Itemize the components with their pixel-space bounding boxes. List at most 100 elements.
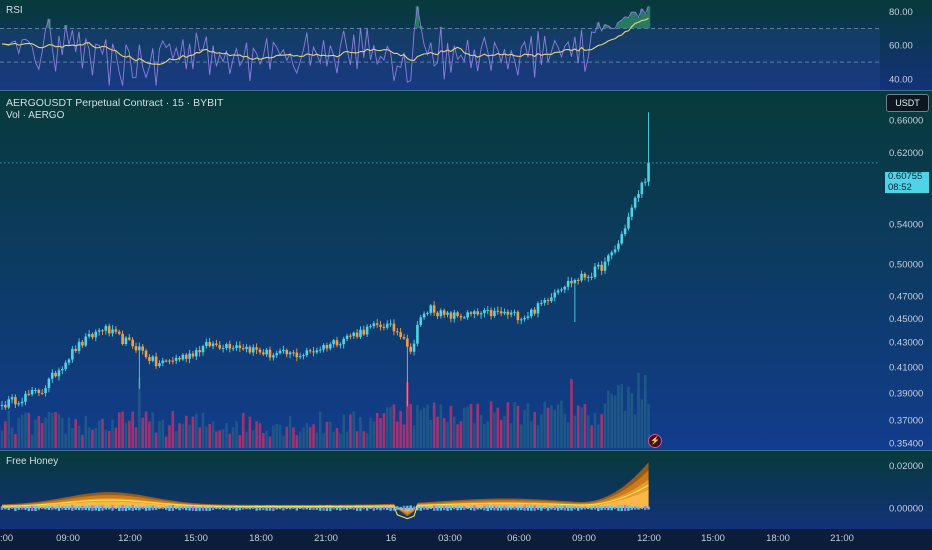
candle[interactable] bbox=[208, 338, 211, 348]
candle[interactable] bbox=[526, 312, 530, 320]
candle[interactable] bbox=[14, 394, 17, 408]
candle[interactable] bbox=[489, 307, 493, 320]
candle[interactable] bbox=[449, 311, 453, 323]
candle[interactable] bbox=[141, 343, 144, 355]
candle[interactable] bbox=[359, 326, 362, 339]
candle[interactable] bbox=[74, 345, 77, 353]
price-chart[interactable]: 0.660000.620000.580000.540000.500000.470… bbox=[0, 91, 932, 450]
candle[interactable] bbox=[375, 319, 379, 328]
candle[interactable] bbox=[483, 307, 486, 318]
candle[interactable] bbox=[426, 311, 429, 316]
candle[interactable] bbox=[580, 270, 583, 283]
candle[interactable] bbox=[64, 360, 67, 372]
candle[interactable] bbox=[184, 352, 188, 363]
candle[interactable] bbox=[570, 277, 573, 288]
candle[interactable] bbox=[566, 276, 570, 291]
candle[interactable] bbox=[0, 401, 4, 410]
candle[interactable] bbox=[540, 299, 543, 307]
candle[interactable] bbox=[121, 330, 124, 346]
candle[interactable] bbox=[275, 350, 278, 358]
candle[interactable] bbox=[295, 348, 299, 362]
candle[interactable] bbox=[164, 359, 168, 363]
candle[interactable] bbox=[429, 304, 433, 316]
candle[interactable] bbox=[476, 308, 479, 317]
candle[interactable] bbox=[519, 317, 523, 325]
candle[interactable] bbox=[550, 293, 553, 304]
candle[interactable] bbox=[178, 355, 181, 363]
candle[interactable] bbox=[201, 344, 205, 356]
candle[interactable] bbox=[362, 325, 366, 336]
candle[interactable] bbox=[339, 342, 342, 349]
candle[interactable] bbox=[215, 339, 218, 347]
candle[interactable] bbox=[262, 349, 265, 356]
candle[interactable] bbox=[409, 343, 412, 355]
candle[interactable] bbox=[174, 354, 178, 364]
candle[interactable] bbox=[231, 345, 235, 352]
currency-button[interactable]: USDT bbox=[886, 94, 929, 112]
candle[interactable] bbox=[352, 331, 356, 340]
candle[interactable] bbox=[365, 324, 369, 337]
candle[interactable] bbox=[446, 311, 449, 318]
candle[interactable] bbox=[623, 224, 627, 237]
candle[interactable] bbox=[369, 324, 372, 329]
candle[interactable] bbox=[342, 336, 345, 349]
candle[interactable] bbox=[516, 310, 520, 324]
candle[interactable] bbox=[412, 339, 416, 356]
candle[interactable] bbox=[419, 315, 423, 327]
candle[interactable] bbox=[44, 385, 47, 397]
candle[interactable] bbox=[533, 307, 536, 316]
time-axis[interactable]: :00 09:00 12:00 15:00 18:00 21:00 16 03:00 06:00… bbox=[0, 529, 932, 550]
candle[interactable] bbox=[104, 324, 108, 335]
candle[interactable] bbox=[30, 386, 34, 397]
candle[interactable] bbox=[416, 321, 419, 347]
candle[interactable] bbox=[241, 344, 245, 351]
candle[interactable] bbox=[84, 333, 88, 348]
candle[interactable] bbox=[47, 377, 51, 393]
candle[interactable] bbox=[282, 345, 285, 354]
candle[interactable] bbox=[432, 301, 436, 316]
candle[interactable] bbox=[402, 334, 406, 341]
candle[interactable] bbox=[101, 328, 104, 335]
candle[interactable] bbox=[607, 253, 610, 266]
candle[interactable] bbox=[4, 400, 7, 411]
candle[interactable] bbox=[422, 311, 426, 320]
candle[interactable] bbox=[228, 340, 232, 353]
candle[interactable] bbox=[128, 334, 131, 341]
candle[interactable] bbox=[329, 342, 332, 351]
candle[interactable] bbox=[20, 397, 24, 407]
candle[interactable] bbox=[463, 315, 466, 319]
candle[interactable] bbox=[17, 401, 21, 407]
candle[interactable] bbox=[302, 353, 305, 360]
candle[interactable] bbox=[34, 387, 37, 394]
candle[interactable] bbox=[188, 349, 191, 364]
candle[interactable] bbox=[583, 272, 587, 281]
candle[interactable] bbox=[195, 347, 198, 361]
candle[interactable] bbox=[235, 341, 238, 351]
candle[interactable] bbox=[543, 297, 546, 306]
candle[interactable] bbox=[442, 308, 446, 318]
candle[interactable] bbox=[221, 344, 225, 353]
candle[interactable] bbox=[248, 345, 252, 355]
candle[interactable] bbox=[87, 330, 91, 339]
candle[interactable] bbox=[131, 337, 134, 349]
candle[interactable] bbox=[37, 388, 41, 397]
candle[interactable] bbox=[459, 313, 463, 321]
candle[interactable] bbox=[436, 311, 439, 319]
candle[interactable] bbox=[154, 352, 158, 370]
candle[interactable] bbox=[479, 311, 483, 319]
candle[interactable] bbox=[493, 307, 496, 318]
pane-separator[interactable] bbox=[0, 90, 932, 91]
candle[interactable] bbox=[94, 329, 98, 342]
candle[interactable] bbox=[181, 353, 185, 361]
candle[interactable] bbox=[627, 212, 630, 231]
candle[interactable] bbox=[452, 309, 456, 323]
candle[interactable] bbox=[198, 345, 201, 357]
candle[interactable] bbox=[382, 323, 386, 331]
candle[interactable] bbox=[27, 389, 31, 397]
candle[interactable] bbox=[308, 348, 312, 354]
candle[interactable] bbox=[117, 329, 121, 336]
candle[interactable] bbox=[379, 320, 382, 331]
candle[interactable] bbox=[590, 272, 593, 281]
candle[interactable] bbox=[456, 311, 459, 318]
candle[interactable] bbox=[205, 338, 208, 349]
